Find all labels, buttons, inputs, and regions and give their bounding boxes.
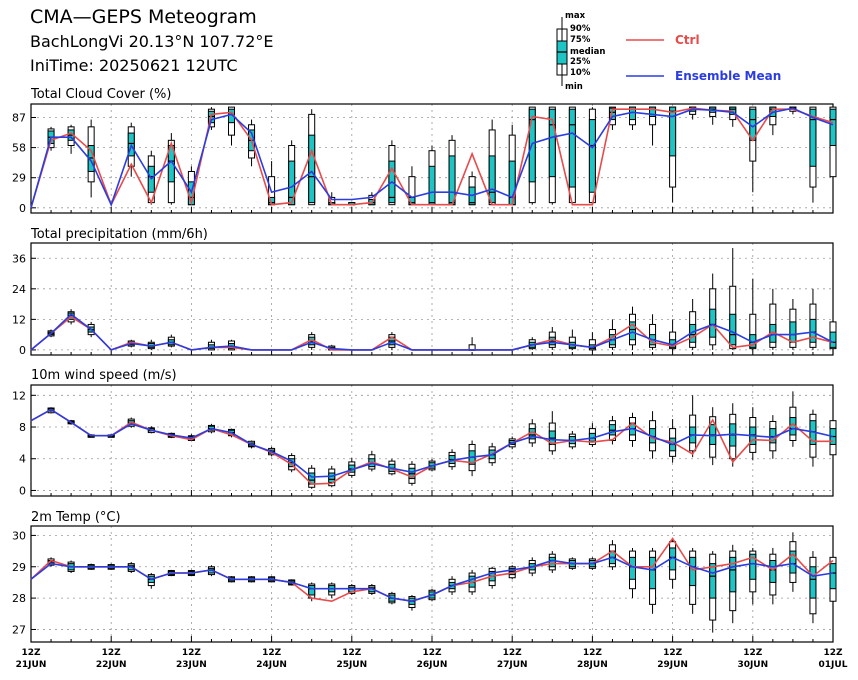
box-inner bbox=[308, 585, 316, 596]
x-tick-label-hour: 12Z bbox=[503, 648, 523, 658]
legend-box-label: median bbox=[570, 47, 605, 57]
legend-box-label: max bbox=[565, 11, 586, 21]
box-inner bbox=[689, 556, 697, 587]
panel-title: Total Cloud Cover (%) bbox=[30, 87, 171, 102]
legend-box-label: 25% bbox=[570, 57, 591, 67]
box-inner bbox=[809, 566, 817, 599]
y-tick-label: 27 bbox=[12, 623, 26, 636]
station-label: BachLongVi 20.13°N 107.72°E bbox=[30, 32, 274, 51]
box-inner bbox=[629, 321, 636, 341]
legend-box-label: 10% bbox=[570, 68, 591, 78]
y-tick-label: 12 bbox=[12, 389, 26, 402]
box-inner bbox=[608, 107, 616, 121]
y-tick-label: 0 bbox=[19, 344, 26, 357]
box-inner bbox=[809, 108, 817, 167]
x-tick-label-date: 25JUN bbox=[336, 660, 367, 670]
legend-box-label: min bbox=[565, 82, 583, 92]
y-tick-label: 0 bbox=[19, 484, 26, 497]
legend-ens-mean-label: Ensemble Mean bbox=[675, 69, 782, 83]
page-title: CMA—GEPS Meteogram bbox=[30, 6, 257, 28]
y-tick-label: 0 bbox=[19, 202, 26, 215]
x-tick-label-hour: 12Z bbox=[182, 648, 202, 658]
box-inner bbox=[548, 556, 556, 568]
x-tick-label-date: 22JUN bbox=[96, 660, 127, 670]
y-tick-label: 29 bbox=[12, 172, 26, 185]
y-tick-label: 12 bbox=[12, 313, 26, 326]
box-inner bbox=[588, 119, 596, 193]
box-inner bbox=[829, 563, 837, 590]
x-tick-label-hour: 12Z bbox=[663, 648, 683, 658]
box-outer bbox=[749, 313, 757, 350]
x-tick-label-date: 21JUN bbox=[16, 660, 47, 670]
y-tick-label: 36 bbox=[12, 252, 26, 265]
box-inner bbox=[649, 106, 657, 117]
box-inner bbox=[749, 553, 757, 580]
x-tick-label-date: 29JUN bbox=[657, 660, 688, 670]
y-tick-label: 4 bbox=[19, 453, 26, 466]
x-tick-label-hour: 12Z bbox=[102, 648, 122, 658]
box-inner bbox=[789, 550, 797, 574]
panel-title: 10m wind speed (m/s) bbox=[31, 368, 177, 383]
x-tick-label-hour: 12Z bbox=[583, 648, 603, 658]
box-inner bbox=[288, 160, 296, 206]
box-inner bbox=[729, 556, 737, 593]
ens-mean-series-line bbox=[30, 408, 834, 478]
init-time-label: IniTime: 20250621 12UTC bbox=[30, 56, 238, 75]
box-inner bbox=[649, 556, 657, 590]
box-inner bbox=[428, 165, 436, 206]
panel-title: Total precipitation (mm/6h) bbox=[30, 227, 208, 242]
x-tick-label-hour: 12Z bbox=[823, 648, 843, 658]
x-tick-label-date: 26JUN bbox=[417, 660, 448, 670]
legend-box-label: 75% bbox=[570, 35, 591, 45]
x-tick-label-hour: 12Z bbox=[21, 648, 41, 658]
box-inner bbox=[769, 559, 777, 583]
x-tick-label-date: 23JUN bbox=[176, 660, 207, 670]
x-tick-label-date: 27JUN bbox=[497, 660, 528, 670]
box-inner bbox=[829, 331, 837, 348]
box-inner bbox=[709, 563, 717, 599]
y-tick-label: 87 bbox=[12, 111, 26, 124]
legend-ctrl-label: Ctrl bbox=[675, 33, 700, 47]
y-tick-label: 24 bbox=[12, 283, 26, 296]
box-inner bbox=[548, 108, 556, 178]
ens-mean-series-line bbox=[30, 556, 834, 603]
x-tick-label-hour: 12Z bbox=[422, 648, 442, 658]
box-inner bbox=[789, 321, 797, 343]
box-inner bbox=[809, 318, 817, 343]
box-inner bbox=[829, 108, 837, 147]
box-inner bbox=[669, 106, 677, 157]
y-tick-label: 8 bbox=[19, 421, 26, 434]
box-inner bbox=[308, 134, 316, 204]
box-inner bbox=[709, 308, 717, 338]
box-inner bbox=[629, 556, 636, 580]
ens-mean-series-line bbox=[30, 107, 834, 209]
x-tick-label-hour: 12Z bbox=[262, 648, 282, 658]
x-tick-label-date: 28JUN bbox=[577, 660, 608, 670]
ens-mean-series-line bbox=[30, 313, 834, 351]
legend-box-label: 90% bbox=[570, 24, 591, 34]
box-inner bbox=[568, 108, 576, 188]
x-tick-label-date: 30JUN bbox=[737, 660, 768, 670]
x-tick-label-hour: 12Z bbox=[342, 648, 362, 658]
y-tick-label: 58 bbox=[12, 142, 26, 155]
panel-title: 2m Temp (°C) bbox=[31, 510, 121, 525]
box-inner bbox=[729, 313, 737, 346]
box-inner bbox=[488, 155, 496, 204]
y-tick-label: 28 bbox=[12, 592, 26, 605]
y-tick-label: 30 bbox=[12, 529, 26, 542]
y-tick-label: 29 bbox=[12, 561, 26, 574]
x-tick-label-date: 24JUN bbox=[256, 660, 287, 670]
x-tick-label-date: 01JUL bbox=[819, 660, 848, 670]
x-tick-label-hour: 12Z bbox=[743, 648, 763, 658]
